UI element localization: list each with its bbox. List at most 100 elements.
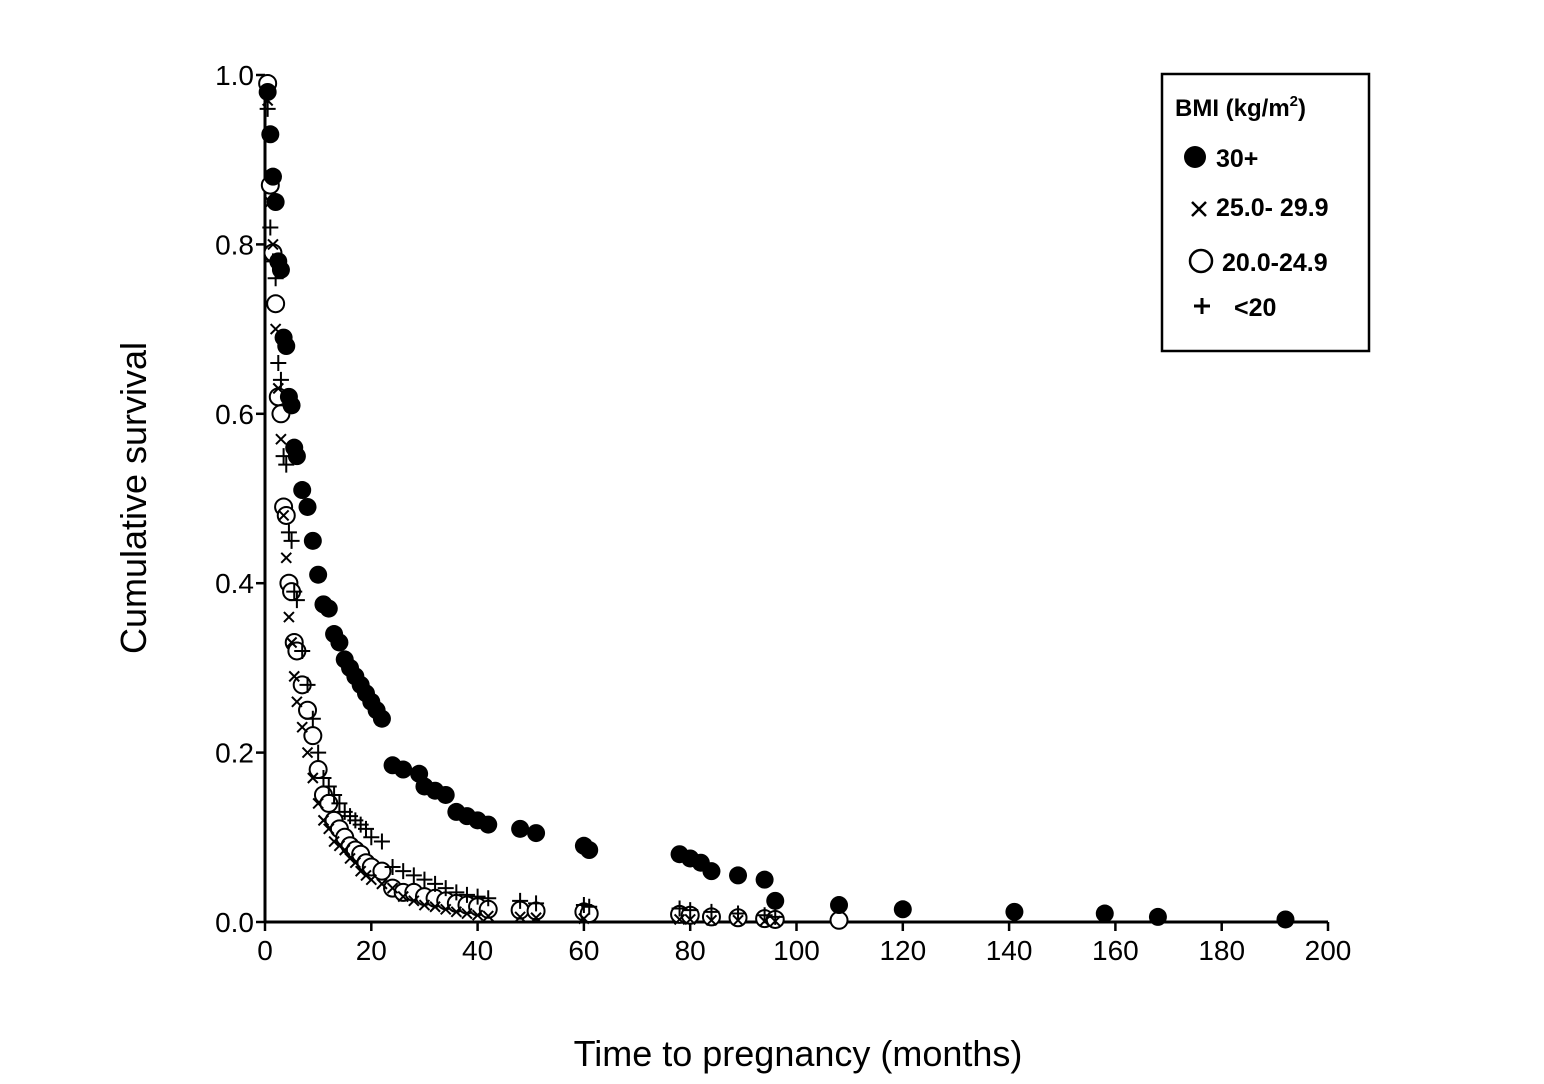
data-point: [436, 785, 455, 804]
data-point: [682, 902, 699, 919]
data-point: [581, 898, 598, 915]
y-tick-label: 1.0: [215, 60, 254, 91]
legend-marker-open-circle: [1188, 248, 1214, 274]
legend-title-suffix: ): [1298, 95, 1306, 122]
data-point: [530, 912, 542, 924]
data-point: [395, 863, 412, 880]
data-point: [261, 125, 280, 144]
legend-entry-under-20: <20: [1194, 294, 1276, 322]
data-point: [331, 795, 348, 812]
data-point: [294, 642, 311, 659]
x-tick-label: 140: [986, 935, 1033, 966]
data-point: [705, 914, 718, 927]
data-point: [266, 294, 286, 314]
data-point: [349, 857, 362, 869]
data-point: [730, 905, 747, 922]
data-point: [315, 770, 332, 787]
data-point: [1148, 907, 1167, 926]
data-point: [271, 260, 290, 279]
data-point: [323, 823, 335, 835]
data-point: [732, 914, 744, 927]
legend-title: BMI (kg/m2): [1175, 93, 1306, 122]
x-tick-label: 120: [879, 935, 926, 966]
legend-label: 30+: [1216, 145, 1258, 173]
legend-marker-filled-circle: [1184, 146, 1206, 168]
y-tick-label: 0.2: [215, 738, 254, 769]
data-point: [830, 896, 849, 915]
data-point: [482, 910, 494, 922]
data-point: [304, 710, 321, 727]
data-point: [301, 746, 314, 759]
x-tick-label: 40: [462, 935, 493, 966]
data-point: [312, 797, 324, 810]
data-point: [283, 611, 295, 623]
data-point: [285, 636, 298, 649]
data-point: [384, 858, 401, 875]
data-point: [1095, 904, 1114, 923]
data-point: [262, 219, 279, 236]
x-axis-title: Time to pregnancy (months): [574, 1033, 1023, 1074]
data-point: [330, 633, 349, 652]
data-point: [275, 433, 287, 445]
data-point: [578, 912, 590, 925]
x-tick-label: 100: [773, 935, 820, 966]
data-point: [299, 676, 316, 693]
legend-title-superscript: 2: [1290, 93, 1298, 110]
data-point: [276, 505, 296, 525]
data-point: [418, 899, 431, 911]
x-tick-label: 180: [1198, 935, 1245, 966]
data-point: [702, 862, 721, 881]
data-point: [263, 167, 282, 186]
data-point: [298, 497, 317, 516]
data-point: [766, 891, 785, 910]
data-point: [303, 531, 322, 550]
data-point: [307, 772, 319, 784]
data-point: [394, 760, 413, 779]
data-point: [527, 824, 546, 843]
data-point: [673, 913, 686, 926]
data-point: [479, 815, 498, 834]
data-point: [448, 884, 465, 901]
data-point: [405, 867, 422, 884]
data-point: [408, 895, 420, 907]
data-point: [277, 509, 290, 522]
data-point: [471, 909, 484, 921]
data-point: [469, 888, 486, 905]
data-point: [283, 532, 300, 549]
data-point: [288, 670, 300, 683]
data-point: [319, 599, 338, 618]
data-point: [461, 907, 473, 920]
y-tick-label: 0.4: [215, 568, 254, 599]
legend-entry-20-24: 20.0-24.9: [1188, 248, 1328, 277]
data-point: [280, 552, 292, 564]
data-point: [320, 778, 337, 795]
data-point: [259, 100, 276, 117]
data-point: [363, 829, 380, 846]
series-open-circle: [258, 73, 849, 930]
legend-marker-plus: [1194, 298, 1210, 314]
data-point: [458, 886, 475, 903]
data-point: [512, 892, 529, 909]
data-point: [397, 890, 409, 903]
data-point: [376, 878, 388, 890]
data-point: [480, 890, 497, 907]
data-point: [580, 841, 599, 860]
data-point: [287, 447, 306, 466]
data-point: [440, 903, 452, 916]
data-point: [303, 726, 323, 746]
x-tick-label: 60: [568, 935, 599, 966]
y-tick-label: 0.8: [215, 229, 254, 260]
y-tick-label: 0.6: [215, 399, 254, 430]
legend-entry-25-29: 25.0- 29.9: [1191, 194, 1329, 222]
data-point: [893, 900, 912, 919]
data-point: [671, 900, 688, 917]
legend-label: 25.0- 29.9: [1216, 194, 1329, 222]
data-point: [280, 524, 297, 541]
data-point: [373, 833, 390, 850]
x-tick-label: 80: [675, 935, 706, 966]
data-point: [769, 915, 781, 927]
data-point: [416, 871, 433, 888]
data-point: [1005, 902, 1024, 921]
data-point: [277, 337, 296, 356]
axes: 0 20 40 60 80 100 120 140 160 180 200 0.0 0.2 0.4 0.6…: [215, 60, 1351, 966]
